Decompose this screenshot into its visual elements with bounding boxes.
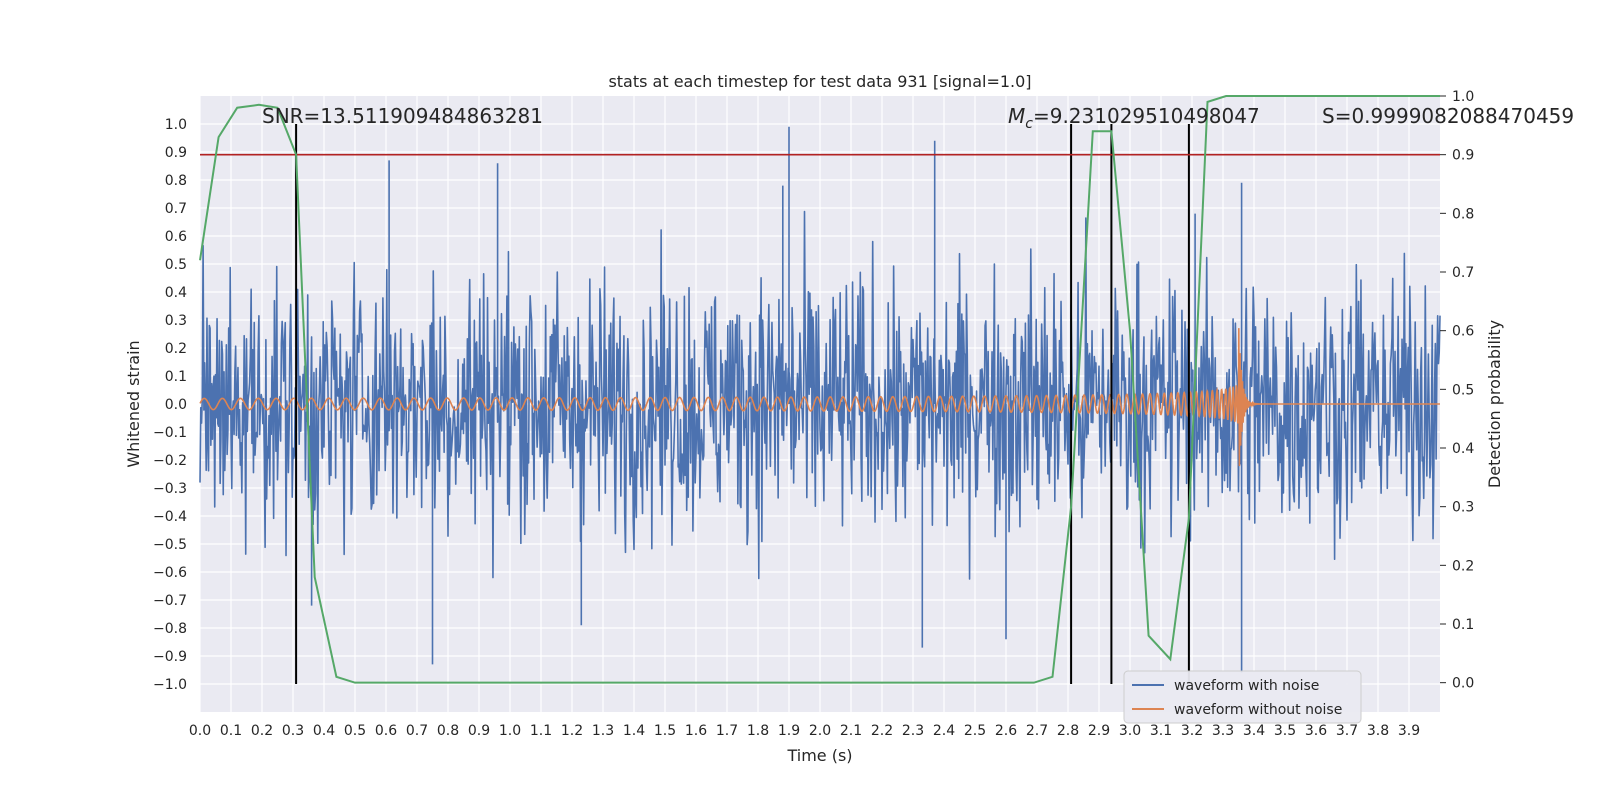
s-annotation: S=0.9999082088470459 [1322, 104, 1574, 128]
x-tick-label: 1.9 [778, 723, 800, 739]
y-left-tick-label: 0.1 [165, 369, 187, 385]
x-axis-ticks: 0.0 0.1 0.2 0.3 0.4 0.5 0.6 0.7 0.8 0.9 1.0 1.1 1.2 1… [189, 723, 1420, 739]
y-left-tick-label: −0.4 [153, 509, 187, 525]
x-tick-label: 2.8 [1057, 723, 1079, 739]
y-left-tick-label: −0.3 [153, 481, 187, 497]
x-tick-label: 3.6 [1305, 723, 1327, 739]
x-tick-label: 0.4 [313, 723, 335, 739]
y-left-tick-label: 1.0 [165, 117, 187, 133]
mc-value: =9.231029510498047 [1033, 104, 1260, 128]
x-tick-label: 3.1 [1150, 723, 1172, 739]
y-right-tick-label: 0.7 [1452, 265, 1474, 281]
y-left-tick-label: 0.8 [165, 173, 187, 189]
y-left-tick-label: −0.6 [153, 565, 187, 581]
y-right-tick-label: 1.0 [1452, 89, 1474, 105]
y-right-tick-label: 0.8 [1452, 206, 1474, 222]
y-left-tick-label: 0.0 [165, 397, 187, 413]
x-tick-label: 1.4 [623, 723, 645, 739]
y-right-tick-label: 0.5 [1452, 382, 1474, 398]
y-axis-left-title: Whitened strain [124, 340, 143, 467]
x-tick-label: 3.2 [1181, 723, 1203, 739]
x-tick-label: 1.1 [530, 723, 552, 739]
x-tick-label: 1.6 [685, 723, 707, 739]
probability-trace [199, 95, 1440, 684]
series-waveform-without-noise [199, 328, 1440, 467]
x-tick-label: 3.3 [1212, 723, 1234, 739]
x-tick-label: 2.6 [995, 723, 1017, 739]
y-left-tick-label: 0.4 [165, 285, 187, 301]
y-left-tick-label: −0.1 [153, 425, 187, 441]
y-left-tick-label: −1.0 [153, 677, 187, 693]
y-axis-right-ticks: 0.0 0.1 0.2 0.3 0.4 0.5 0.6 0.7 0.8 0.9 1.0 [1440, 89, 1474, 692]
x-tick-label: 0.9 [468, 723, 490, 739]
y-axis-right-title: Detection probability [1485, 320, 1504, 488]
y-right-tick-label: 0.6 [1452, 324, 1474, 340]
x-tick-label: 0.5 [344, 723, 366, 739]
y-right-tick-label: 0.2 [1452, 558, 1474, 574]
x-tick-label: 1.0 [499, 723, 521, 739]
y-left-tick-label: 0.3 [165, 313, 187, 329]
legend-label-clean: waveform without noise [1174, 702, 1342, 718]
x-tick-label: 3.9 [1398, 723, 1420, 739]
legend: waveform with noise waveform without noi… [1123, 670, 1362, 724]
x-tick-label: 3.0 [1119, 723, 1141, 739]
x-tick-label: 1.7 [716, 723, 738, 739]
x-tick-label: 3.5 [1274, 723, 1296, 739]
y-left-tick-label: −0.9 [153, 649, 187, 665]
series-detection-probability [199, 95, 1440, 684]
mc-symbol: M [1008, 104, 1025, 128]
legend-label-noise: waveform with noise [1174, 678, 1319, 694]
y-right-tick-label: 0.0 [1452, 676, 1474, 692]
x-tick-label: 0.3 [282, 723, 304, 739]
x-tick-label: 0.1 [220, 723, 242, 739]
y-right-tick-label: 0.3 [1452, 500, 1474, 516]
x-tick-label: 3.8 [1367, 723, 1389, 739]
legend-box [1123, 670, 1362, 724]
y-right-tick-label: 0.4 [1452, 441, 1474, 457]
x-tick-label: 0.0 [189, 723, 211, 739]
x-tick-label: 0.6 [375, 723, 397, 739]
chart-title: stats at each timestep for test data 931… [608, 72, 1031, 91]
mc-subscript: c [1025, 116, 1033, 132]
y-right-tick-label: 0.1 [1452, 617, 1474, 633]
y-left-tick-label: −0.2 [153, 453, 187, 469]
y-left-tick-label: 0.9 [165, 145, 187, 161]
clean-trace [199, 328, 1440, 467]
y-right-tick-label: 0.9 [1452, 148, 1474, 164]
x-tick-label: 2.9 [1088, 723, 1110, 739]
x-tick-label: 1.3 [592, 723, 614, 739]
mc-annotation: Mc=9.231029510498047 [1008, 104, 1260, 132]
y-left-tick-label: −0.7 [153, 593, 187, 609]
y-left-tick-label: −0.5 [153, 537, 187, 553]
x-tick-label: 2.1 [840, 723, 862, 739]
y-axis-left-ticks: −1.0 −0.9 −0.8 −0.7 −0.6 −0.5 −0.4 −0.3 −0.2 −0.1… [153, 117, 187, 693]
vertical-markers [295, 124, 1190, 684]
x-tick-label: 0.2 [251, 723, 273, 739]
x-tick-label: 3.4 [1243, 723, 1265, 739]
x-tick-label: 1.2 [561, 723, 583, 739]
x-axis-title: Time (s) [786, 746, 852, 765]
x-tick-label: 2.7 [1026, 723, 1048, 739]
x-tick-label: 1.5 [654, 723, 676, 739]
x-tick-label: 0.8 [437, 723, 459, 739]
x-tick-label: 2.2 [871, 723, 893, 739]
y-left-tick-label: 0.7 [165, 201, 187, 217]
x-tick-label: 2.0 [809, 723, 831, 739]
snr-annotation: SNR=13.511909484863281 [262, 104, 543, 128]
x-tick-label: 3.7 [1336, 723, 1358, 739]
y-left-tick-label: −0.8 [153, 621, 187, 637]
x-tick-label: 1.8 [747, 723, 769, 739]
y-left-tick-label: 0.2 [165, 341, 187, 357]
y-left-tick-label: 0.5 [165, 257, 187, 273]
x-tick-label: 2.4 [933, 723, 955, 739]
x-tick-label: 2.3 [902, 723, 924, 739]
y-left-tick-label: 0.6 [165, 229, 187, 245]
x-tick-label: 2.5 [964, 723, 986, 739]
x-tick-label: 0.7 [406, 723, 428, 739]
